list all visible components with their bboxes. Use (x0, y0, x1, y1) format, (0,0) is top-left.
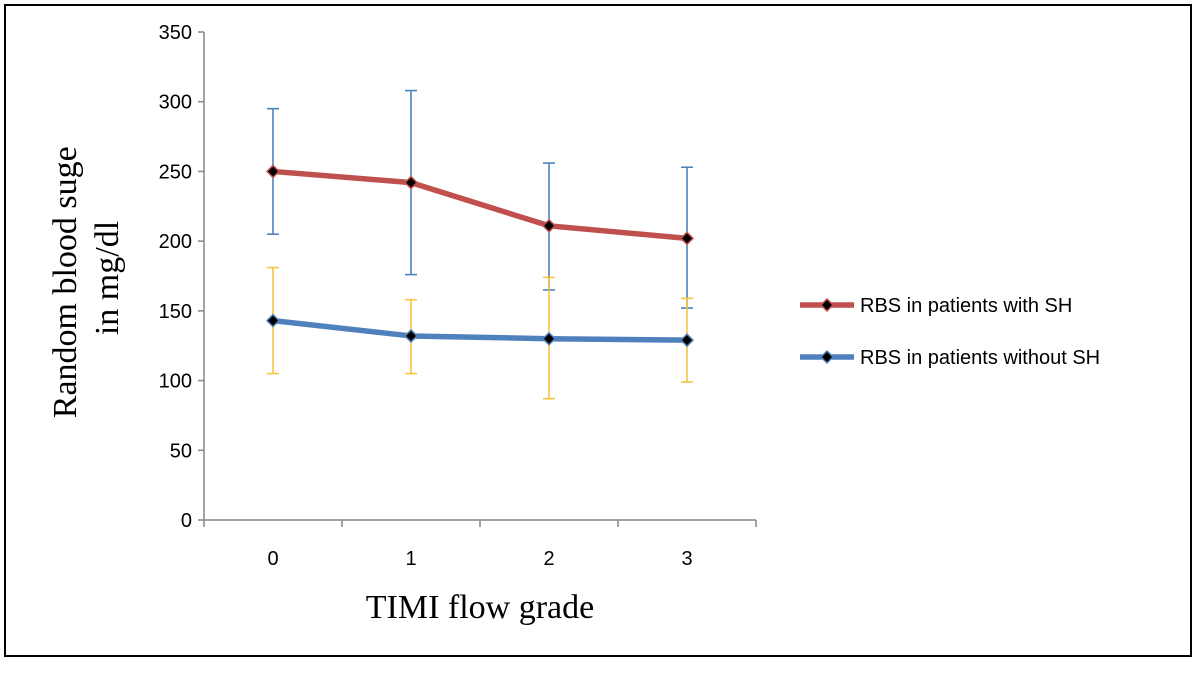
x-tick-label: 2 (543, 548, 554, 570)
y-tick-label: 350 (159, 22, 192, 44)
y-axis-title-line-2: in mg/dl (89, 221, 126, 335)
legend: RBS in patients with SH RBS in patients w… (800, 295, 1100, 369)
series-lines (270, 168, 690, 343)
x-tick-label: 3 (681, 548, 692, 570)
data-point-marker (679, 231, 695, 246)
data-point-marker (541, 331, 557, 346)
data-point-marker (403, 328, 419, 344)
legend-label: RBS in patients without SH (860, 347, 1100, 369)
y-tick-label: 0 (181, 510, 192, 532)
data-point-marker (679, 333, 695, 348)
y-tick-label: 100 (159, 371, 192, 393)
legend-marker (819, 349, 835, 365)
data-point-marker (265, 164, 281, 179)
y-tick-label: 200 (159, 231, 192, 253)
markers (265, 164, 695, 348)
x-axis-title: TIMI flow grade (366, 589, 594, 626)
error-bars (267, 89, 693, 400)
chart-frame (4, 4, 1192, 657)
y-tick-label: 250 (159, 161, 192, 183)
axes: 0 50 100 150 200 250 300 350 0 1 2 3 (159, 22, 757, 570)
legend-label: RBS in patients with SH (860, 295, 1072, 317)
y-tick-label: 150 (159, 301, 192, 323)
data-point-marker (403, 175, 419, 190)
y-axis-title: Random blood suge in mg/dl (47, 138, 126, 418)
series-line (270, 317, 690, 343)
legend-marker (819, 297, 835, 313)
y-axis-title-line-1: Random blood suge (47, 146, 84, 418)
data-point-marker (541, 218, 557, 233)
data-point-marker (265, 313, 281, 328)
series-line (270, 168, 690, 242)
y-tick-label: 50 (170, 440, 192, 462)
x-tick-label: 0 (267, 548, 278, 570)
y-tick-label: 300 (159, 92, 192, 114)
x-tick-label: 1 (405, 548, 416, 570)
